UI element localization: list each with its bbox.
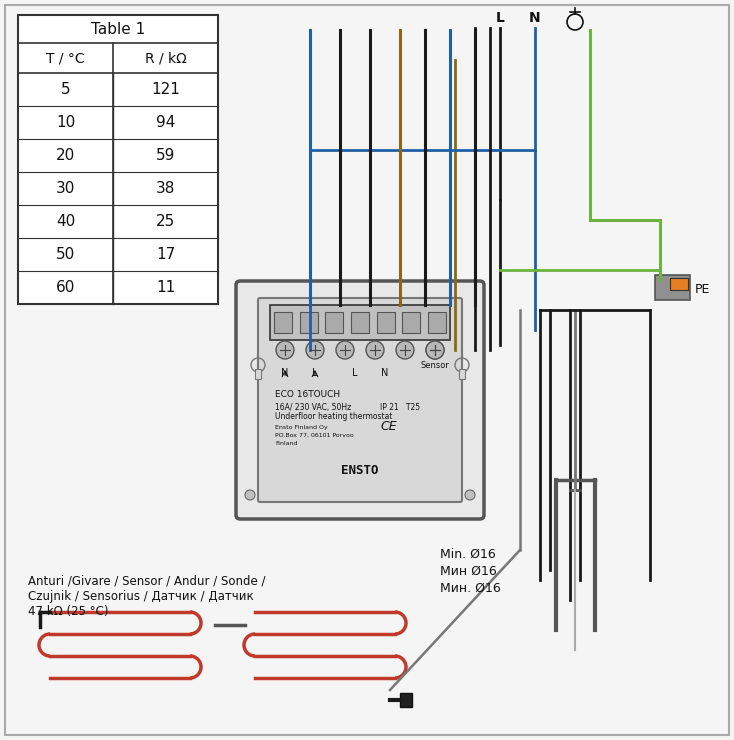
- Circle shape: [276, 341, 294, 359]
- Text: 47 kΩ (25 °C): 47 kΩ (25 °C): [28, 605, 109, 618]
- Bar: [274, 312, 292, 333]
- Bar: [255, 369, 261, 379]
- Bar: [459, 369, 465, 379]
- Circle shape: [336, 341, 354, 359]
- Text: ENSTO: ENSTO: [341, 463, 379, 477]
- Circle shape: [426, 341, 444, 359]
- Circle shape: [465, 490, 475, 500]
- Bar: [400, 693, 412, 707]
- Text: 25: 25: [156, 214, 175, 229]
- Text: 16A/ 230 VAC, 50Hz: 16A/ 230 VAC, 50Hz: [275, 403, 352, 412]
- Text: 5: 5: [61, 82, 70, 97]
- Text: Anturi /Givare / Sensor / Andur / Sonde /: Anturi /Givare / Sensor / Andur / Sonde …: [28, 575, 266, 588]
- Bar: [670, 278, 688, 290]
- Text: 30: 30: [56, 181, 75, 196]
- Text: N: N: [529, 11, 541, 25]
- Text: CE: CE: [380, 420, 396, 433]
- Circle shape: [306, 341, 324, 359]
- Text: T / °C: T / °C: [46, 51, 85, 65]
- Text: L: L: [495, 11, 504, 25]
- Bar: [428, 312, 446, 333]
- Bar: [270, 305, 450, 340]
- Text: 20: 20: [56, 148, 75, 163]
- Text: 38: 38: [156, 181, 175, 196]
- Bar: [377, 312, 395, 333]
- Circle shape: [396, 341, 414, 359]
- Text: 40: 40: [56, 214, 75, 229]
- Text: R / kΩ: R / kΩ: [145, 51, 186, 65]
- Text: 11: 11: [156, 280, 175, 295]
- FancyBboxPatch shape: [236, 281, 484, 519]
- Text: 50: 50: [56, 247, 75, 262]
- Text: IP 21   T25: IP 21 T25: [380, 403, 420, 412]
- Text: Мин. Ø16: Мин. Ø16: [440, 582, 501, 595]
- Circle shape: [245, 490, 255, 500]
- Text: 17: 17: [156, 247, 175, 262]
- Text: N: N: [281, 368, 288, 378]
- FancyBboxPatch shape: [258, 298, 462, 502]
- Bar: [299, 312, 318, 333]
- Text: L: L: [352, 368, 357, 378]
- Circle shape: [366, 341, 384, 359]
- Text: 60: 60: [56, 280, 75, 295]
- Bar: [655, 275, 690, 300]
- Text: Czujnik / Sensorius / Датчик / Датчик: Czujnik / Sensorius / Датчик / Датчик: [28, 590, 254, 603]
- Text: L: L: [312, 368, 318, 378]
- Circle shape: [426, 341, 444, 359]
- FancyBboxPatch shape: [18, 15, 218, 304]
- Text: Ensto Finland Oy: Ensto Finland Oy: [275, 425, 328, 430]
- Text: Min. Ø16: Min. Ø16: [440, 548, 495, 561]
- Text: Underfloor heating thermostat: Underfloor heating thermostat: [275, 412, 393, 421]
- Text: 121: 121: [151, 82, 180, 97]
- Text: N: N: [381, 368, 389, 378]
- Text: Sensor: Sensor: [421, 360, 449, 369]
- Bar: [351, 312, 369, 333]
- Text: 59: 59: [156, 148, 175, 163]
- Text: PE: PE: [695, 283, 711, 295]
- Bar: [402, 312, 421, 333]
- Text: Table 1: Table 1: [91, 21, 145, 36]
- Text: Мин Ø16: Мин Ø16: [440, 565, 497, 578]
- Text: 10: 10: [56, 115, 75, 130]
- Text: 94: 94: [156, 115, 175, 130]
- Text: Finland: Finland: [275, 441, 297, 446]
- Bar: [325, 312, 344, 333]
- Text: PO.Box 77, 06101 Porvoo: PO.Box 77, 06101 Porvoo: [275, 433, 354, 438]
- Text: ECO 16TOUCH: ECO 16TOUCH: [275, 390, 340, 399]
